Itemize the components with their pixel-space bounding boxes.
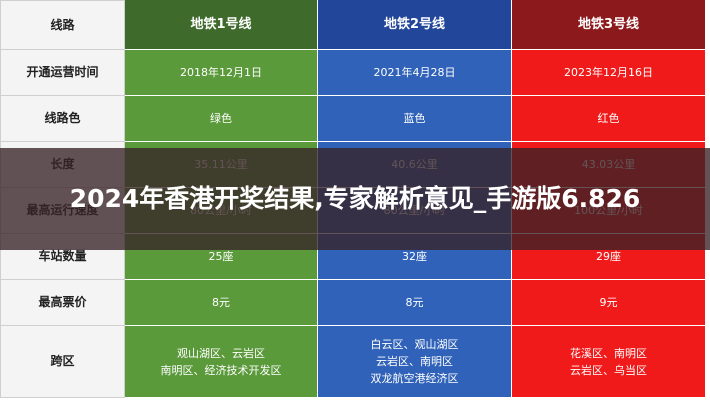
table-cell: 2018年12月1日 xyxy=(125,50,318,96)
table-cell: 2023年12月16日 xyxy=(512,50,706,96)
table-cell: 8元 xyxy=(318,280,512,326)
cell-line: 云岩区、南明区 xyxy=(376,355,453,368)
table-cell: 8元 xyxy=(125,280,318,326)
table-cell: 红色 xyxy=(512,96,706,142)
header-cell: 地铁2号线 xyxy=(318,0,512,50)
table-cell: 2021年4月28日 xyxy=(318,50,512,96)
table-cell: 白云区、观山湖区 云岩区、南明区 双龙航空港经济区 xyxy=(318,326,512,398)
table-cell: 9元 xyxy=(512,280,706,326)
banner-title: 2024年香港开奖结果,专家解析意见_手游版6.826 xyxy=(69,184,641,213)
row-label: 跨区 xyxy=(0,326,125,398)
row-label: 开通运营时间 xyxy=(0,50,125,96)
header-cell: 线路 xyxy=(0,0,125,50)
cell-line: 双龙航空港经济区 xyxy=(370,372,459,385)
table-cell: 蓝色 xyxy=(318,96,512,142)
row-label: 最高票价 xyxy=(0,280,125,326)
table-cell: 观山湖区、云岩区南明区、经济技术开发区 xyxy=(125,326,318,398)
cell-line: 南明区、经济技术开发区 xyxy=(160,363,282,377)
cell-line: 白云区、观山湖区 xyxy=(370,338,459,351)
cell-line: 云岩区、乌当区 xyxy=(570,363,647,377)
cell-line: 观山湖区、云岩区 xyxy=(177,346,265,360)
table-cell: 绿色 xyxy=(125,96,318,142)
title-banner: 2024年香港开奖结果,专家解析意见_手游版6.826 xyxy=(0,148,710,250)
row-label: 线路色 xyxy=(0,96,125,142)
header-cell: 地铁1号线 xyxy=(125,0,318,50)
header-cell: 地铁3号线 xyxy=(512,0,706,50)
cell-line: 花溪区、南明区 xyxy=(570,346,647,360)
table-cell: 花溪区、南明区 云岩区、乌当区 xyxy=(512,326,706,398)
